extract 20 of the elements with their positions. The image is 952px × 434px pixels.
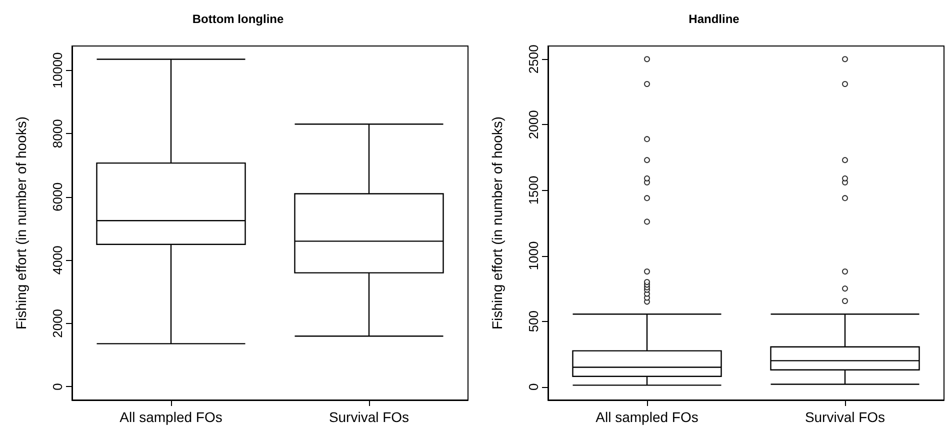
y-tick-label: 0 [50,383,65,390]
x-tick-label: Survival FOs [328,409,410,425]
y-tick-label: 4000 [50,246,65,275]
y-tick-label: 2500 [526,44,541,74]
y-tick-label: 2000 [526,110,541,140]
y-tick-label: 500 [526,310,541,332]
chart-title: Handline [688,12,740,26]
x-tick-label: Survival FOs [804,409,886,425]
y-tick-label: 1500 [526,176,541,205]
y-tick-label: 2000 [50,308,65,338]
y-axis-title: Fishing effort (in number of hooks) [489,116,505,330]
x-tick-label: All sampled FOs [596,409,698,425]
y-tick-label: 6000 [50,182,65,212]
y-axis-title: Fishing effort (in number of hooks) [13,116,29,330]
chart-title: Bottom longline [192,12,284,26]
y-tick-label: 1000 [526,241,541,270]
x-tick-label: All sampled FOs [120,409,222,425]
y-tick-label: 10000 [50,52,65,88]
y-tick-label: 8000 [50,119,65,148]
y-tick-label: 0 [526,383,541,391]
